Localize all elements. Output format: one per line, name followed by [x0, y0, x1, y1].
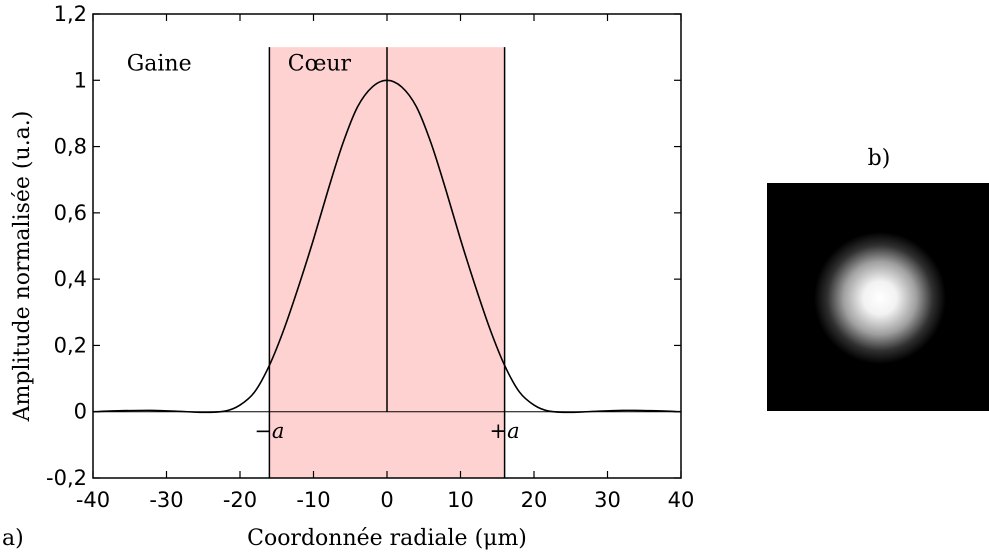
- y-tick-labels: -0,2 0 0,2 0,4 0,6 0,8 1 1,2: [46, 2, 87, 490]
- y-tick-label: 0,6: [54, 201, 87, 225]
- core-edge-left-label: −a: [254, 419, 284, 443]
- core-label: Cœur: [288, 51, 352, 76]
- y-tick-label: 0,4: [54, 267, 87, 291]
- panel-b-label: b): [868, 146, 891, 171]
- x-tick-label: 40: [668, 488, 695, 512]
- x-tick-label: -20: [223, 488, 257, 512]
- y-tick-label: 0,8: [54, 135, 87, 159]
- y-axis-title: Amplitude normalisée (u.a.): [10, 111, 35, 423]
- x-tick-label: 30: [594, 488, 621, 512]
- x-axis-title: Coordonnée radiale (μm): [247, 526, 527, 551]
- x-tick-label: 0: [380, 488, 393, 512]
- cladding-label: Gaine: [127, 51, 192, 76]
- y-tick-label: 1,2: [54, 2, 87, 26]
- x-tick-label: -30: [149, 488, 183, 512]
- plot-a: -40 -30 -20 -10 0 10 20 30 40 -0,2 0 0,2 0,4 0,6 0,8 1…: [2, 2, 694, 551]
- x-tick-label: -10: [296, 488, 330, 512]
- panel-a-label: a): [2, 526, 24, 551]
- core-edge-right-label: +a: [490, 419, 520, 443]
- y-tick-label: 0,2: [54, 333, 87, 357]
- mode-image-spot: [814, 232, 946, 364]
- plot-b: b): [767, 146, 989, 411]
- x-tick-label: -40: [76, 488, 110, 512]
- amplitude-curve: [92, 79, 682, 414]
- y-tick-label: -0,2: [46, 466, 87, 490]
- x-tick-label: 10: [447, 488, 474, 512]
- y-tick-label: 1: [74, 68, 87, 92]
- ticks: [92, 13, 682, 479]
- x-tick-labels: -40 -30 -20 -10 0 10 20 30 40: [76, 488, 695, 512]
- x-tick-label: 20: [521, 488, 548, 512]
- y-tick-label: 0: [74, 400, 87, 424]
